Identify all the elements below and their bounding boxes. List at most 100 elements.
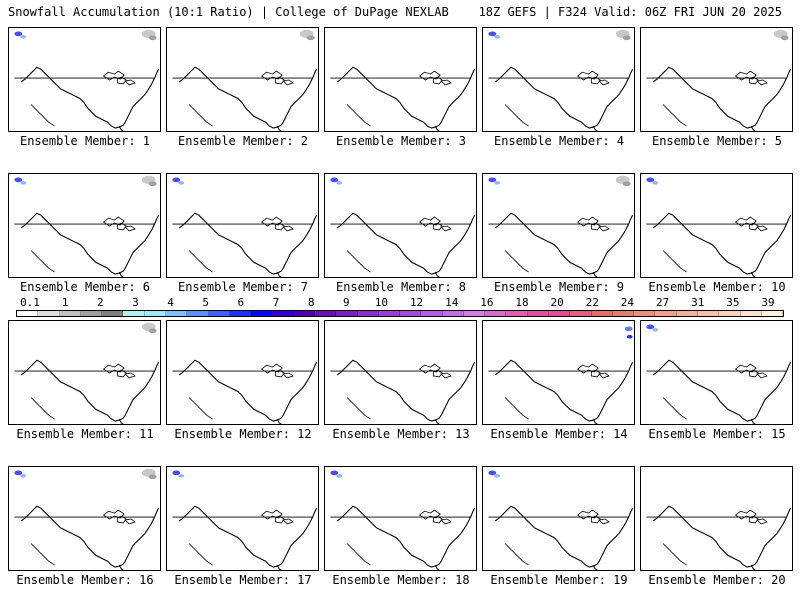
ensemble-member-label: Ensemble Member: 14 (490, 427, 628, 441)
color-scale-swatch (208, 311, 230, 316)
snow-area-northeast (624, 326, 633, 332)
snow-area-northwest (494, 474, 501, 478)
us-outline-map (172, 359, 318, 424)
ensemble-map-panel (8, 173, 161, 278)
color-scale-swatch (314, 311, 337, 316)
ensemble-map-panel (482, 466, 635, 571)
ensemble-member-label: Ensemble Member: 9 (493, 280, 625, 294)
snow-area-northeast (622, 181, 631, 187)
color-scale-label: 6 (237, 296, 245, 309)
color-scale-label: 35 (726, 296, 740, 309)
snow-area-northwest (494, 35, 501, 39)
color-scale-swatch (549, 311, 571, 316)
color-scale-swatch (144, 311, 166, 316)
ensemble-member-label: Ensemble Member: 20 (648, 573, 786, 587)
color-scale-label: 22 (585, 296, 599, 309)
snow-area-northwest (488, 177, 497, 183)
snow-area-northwest (646, 324, 655, 330)
color-scale-label: 14 (445, 296, 459, 309)
us-outline-map (330, 177, 476, 277)
color-scale-swatch (591, 311, 613, 316)
color-scale-swatch (102, 311, 124, 316)
snow-area-northwest (330, 177, 339, 183)
ensemble-map-panel (640, 27, 793, 132)
snow-area-northeast (626, 334, 633, 339)
color-scale-swatch (123, 311, 145, 316)
color-scale-bar (16, 310, 784, 317)
snow-area-northwest (172, 177, 181, 183)
color-scale-swatch (59, 311, 81, 316)
ensemble-map-panel (482, 320, 635, 425)
snow-area-northwest (488, 31, 497, 37)
color-scale-labels: 0.1 1 2 3 4 5 6 7 8 9 10 12 14 16 18 20 22 24 27 31 35 39 (0, 296, 800, 310)
ensemble-map-panel (482, 27, 635, 132)
ensemble-member-label: Ensemble Member: 16 (16, 573, 154, 587)
color-scale-swatch (38, 311, 60, 316)
color-scale-label: 4 (167, 296, 174, 309)
snow-area-northwest (330, 470, 339, 476)
color-scale-swatch (655, 311, 677, 316)
color-scale-label: 2 (96, 296, 104, 309)
ensemble-map-panel (324, 173, 477, 278)
color-scale-swatch (251, 311, 273, 316)
ensemble-map-panel (166, 466, 319, 571)
snow-area-northeast (622, 35, 631, 41)
ensemble-map-panel (166, 320, 319, 425)
color-scale-swatch (80, 311, 103, 316)
ensemble-member-label: Ensemble Member: 4 (493, 134, 625, 148)
color-scale-label: 9 (342, 296, 350, 309)
ensemble-map-panel (166, 173, 319, 278)
model-run-info: 18Z GEFS | F324 Valid: 06Z FRI JUN 20 20… (478, 5, 782, 19)
ensemble-member-label: Ensemble Member: 11 (16, 427, 154, 441)
us-outline-map (330, 470, 476, 570)
color-scale-swatch (293, 311, 315, 316)
us-outline-map (172, 29, 318, 131)
color-scale-label: 5 (202, 296, 210, 309)
ensemble-member-label: Ensemble Member: 12 (174, 427, 312, 441)
color-scale-swatch (485, 311, 507, 316)
ensemble-member-label: Ensemble Member: 18 (332, 573, 470, 587)
us-outline-map (646, 324, 792, 424)
snow-area-northwest (646, 177, 655, 183)
ensemble-map-panel (640, 173, 793, 278)
ensemble-member-label: Ensemble Member: 1 (19, 134, 151, 148)
color-scale-label: 0.1 (20, 296, 40, 309)
ensemble-map-panel (8, 466, 161, 571)
snow-area-northwest (336, 474, 343, 478)
color-scale-swatch (421, 311, 443, 316)
ensemble-map-panel (166, 27, 319, 132)
color-scale-label: 10 (374, 296, 389, 309)
color-scale-label: 20 (550, 296, 564, 309)
ensemble-member-label: Ensemble Member: 19 (490, 573, 628, 587)
color-scale-swatch (463, 311, 486, 316)
color-scale-swatch (761, 311, 784, 316)
us-outline-map (172, 177, 318, 277)
ensemble-member-label: Ensemble Member: 6 (19, 280, 151, 294)
ensemble-member-label: Ensemble Member: 7 (177, 280, 309, 294)
color-scale-label: 24 (620, 296, 635, 309)
us-outline-map (646, 29, 792, 131)
snow-area-northwest (20, 474, 27, 478)
ensemble-map-panel (640, 466, 793, 571)
ensemble-member-label: Ensemble Member: 17 (174, 573, 312, 587)
color-scale-swatch (336, 311, 358, 316)
us-outline-map (14, 468, 160, 570)
color-scale-swatch (527, 311, 550, 316)
ensemble-member-label: Ensemble Member: 13 (332, 427, 470, 441)
color-scale-swatch (272, 311, 294, 316)
color-scale-label: 27 (655, 296, 670, 309)
snow-area-northwest (488, 470, 497, 476)
ensemble-map-panel (8, 320, 161, 425)
us-outline-map (488, 29, 634, 131)
snow-area-northwest (14, 31, 23, 37)
ensemble-map-panel (640, 320, 793, 425)
ensemble-member-label: Ensemble Member: 10 (648, 280, 786, 294)
ensemble-map-panel (324, 466, 477, 571)
us-outline-map (14, 29, 160, 131)
ensemble-map-panel (482, 173, 635, 278)
color-scale-swatch (229, 311, 252, 316)
ensemble-member-label: Ensemble Member: 15 (648, 427, 786, 441)
color-scale-swatch (378, 311, 401, 316)
color-scale-swatch (400, 311, 422, 316)
snow-area-northwest (494, 181, 501, 185)
